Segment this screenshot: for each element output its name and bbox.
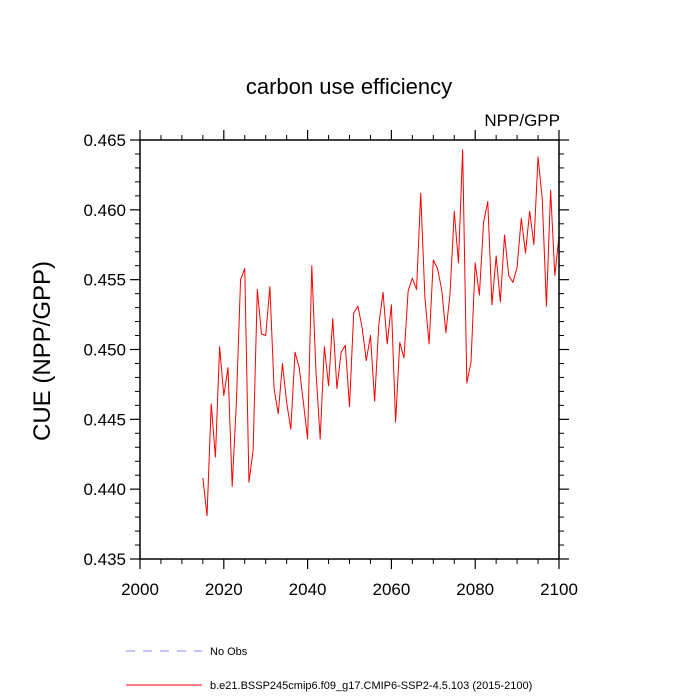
axis-ticks bbox=[130, 130, 569, 569]
y-tick-label: 0.450 bbox=[83, 341, 126, 360]
x-tick-label: 2020 bbox=[205, 580, 243, 599]
axis-tick-labels: 2000 2020 2040 2060 2080 2100 0.435 0.440 0.445 0… bbox=[83, 131, 577, 599]
x-tick-label: 2060 bbox=[372, 580, 410, 599]
chart-title: carbon use efficiency bbox=[246, 74, 452, 99]
y-tick-label: 0.435 bbox=[83, 550, 126, 569]
y-tick-label: 0.445 bbox=[83, 410, 126, 429]
legend: No Obs b.e21.BSSP245cmip6.f09_g17.CMIP6-… bbox=[126, 646, 532, 692]
y-tick-label: 0.440 bbox=[83, 480, 126, 499]
x-tick-label: 2000 bbox=[121, 580, 159, 599]
x-tick-label: 2100 bbox=[540, 580, 578, 599]
series-lines bbox=[202, 149, 560, 517]
legend-label-model: b.e21.BSSP245cmip6.f09_g17.CMIP6-SSP2-4.… bbox=[210, 680, 532, 692]
series-line bbox=[202, 149, 560, 517]
x-tick-label: 2080 bbox=[456, 580, 494, 599]
y-tick-label: 0.455 bbox=[83, 271, 126, 290]
y-tick-label: 0.460 bbox=[83, 201, 126, 220]
legend-label-no-obs: No Obs bbox=[210, 646, 248, 658]
y-axis-label: CUE (NPP/GPP) bbox=[29, 261, 56, 441]
x-tick-label: 2040 bbox=[289, 580, 327, 599]
y-tick-label: 0.465 bbox=[83, 131, 126, 150]
plot-frame bbox=[139, 139, 560, 560]
chart-subtitle: NPP/GPP bbox=[484, 111, 560, 130]
